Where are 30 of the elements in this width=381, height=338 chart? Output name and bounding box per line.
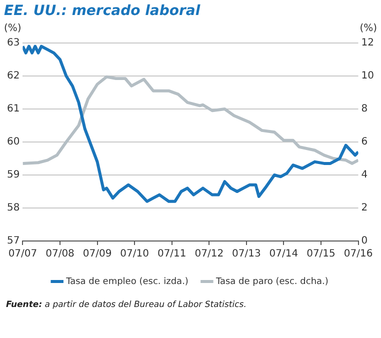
y2-tick-label: 2 <box>361 202 368 214</box>
y2-tick-label: 6 <box>361 136 368 148</box>
source-note: Fuente: a partir de datos del Bureau of Labor Statistics. <box>5 299 248 312</box>
y-axis-title: (%) <box>4 23 22 34</box>
y2-tick-label: 12 <box>361 38 374 49</box>
y-tick-label: 61 <box>6 104 20 115</box>
y2-tick-label: 0 <box>361 236 368 247</box>
y2-tick-label: 4 <box>361 170 368 181</box>
x-tick-label: 07/07 <box>8 248 38 260</box>
y2-tick-label: 8 <box>361 104 368 115</box>
x-tick-label: 07/16 <box>344 248 373 260</box>
x-tick-label: 07/15 <box>306 248 336 260</box>
legend-label: Tasa de paro (esc. dcha.) <box>214 276 328 287</box>
legend-label: Tasa de empleo (esc. izda.) <box>65 276 188 287</box>
x-tick-label: 07/14 <box>269 248 298 260</box>
y-tick-label: 58 <box>6 202 20 214</box>
y-tick-label: 62 <box>6 70 20 82</box>
x-tick-label: 07/08 <box>46 248 74 260</box>
x-tick-label: 07/11 <box>157 248 186 260</box>
chart-title: EE. UU.: mercado laboral <box>3 2 202 19</box>
x-tick-label: 07/12 <box>194 248 224 260</box>
y2-tick-label: 10 <box>361 70 374 82</box>
x-tick-label: 07/13 <box>232 248 261 260</box>
x-tick-label: 07/10 <box>120 248 149 260</box>
y-tick-label: 60 <box>6 136 20 148</box>
y-tick-label: 59 <box>6 170 20 181</box>
y-tick-label: 57 <box>6 236 20 247</box>
x-tick-label: 07/09 <box>82 248 112 260</box>
y2-axis-title: (%) <box>360 23 377 34</box>
y-tick-label: 63 <box>6 38 20 49</box>
